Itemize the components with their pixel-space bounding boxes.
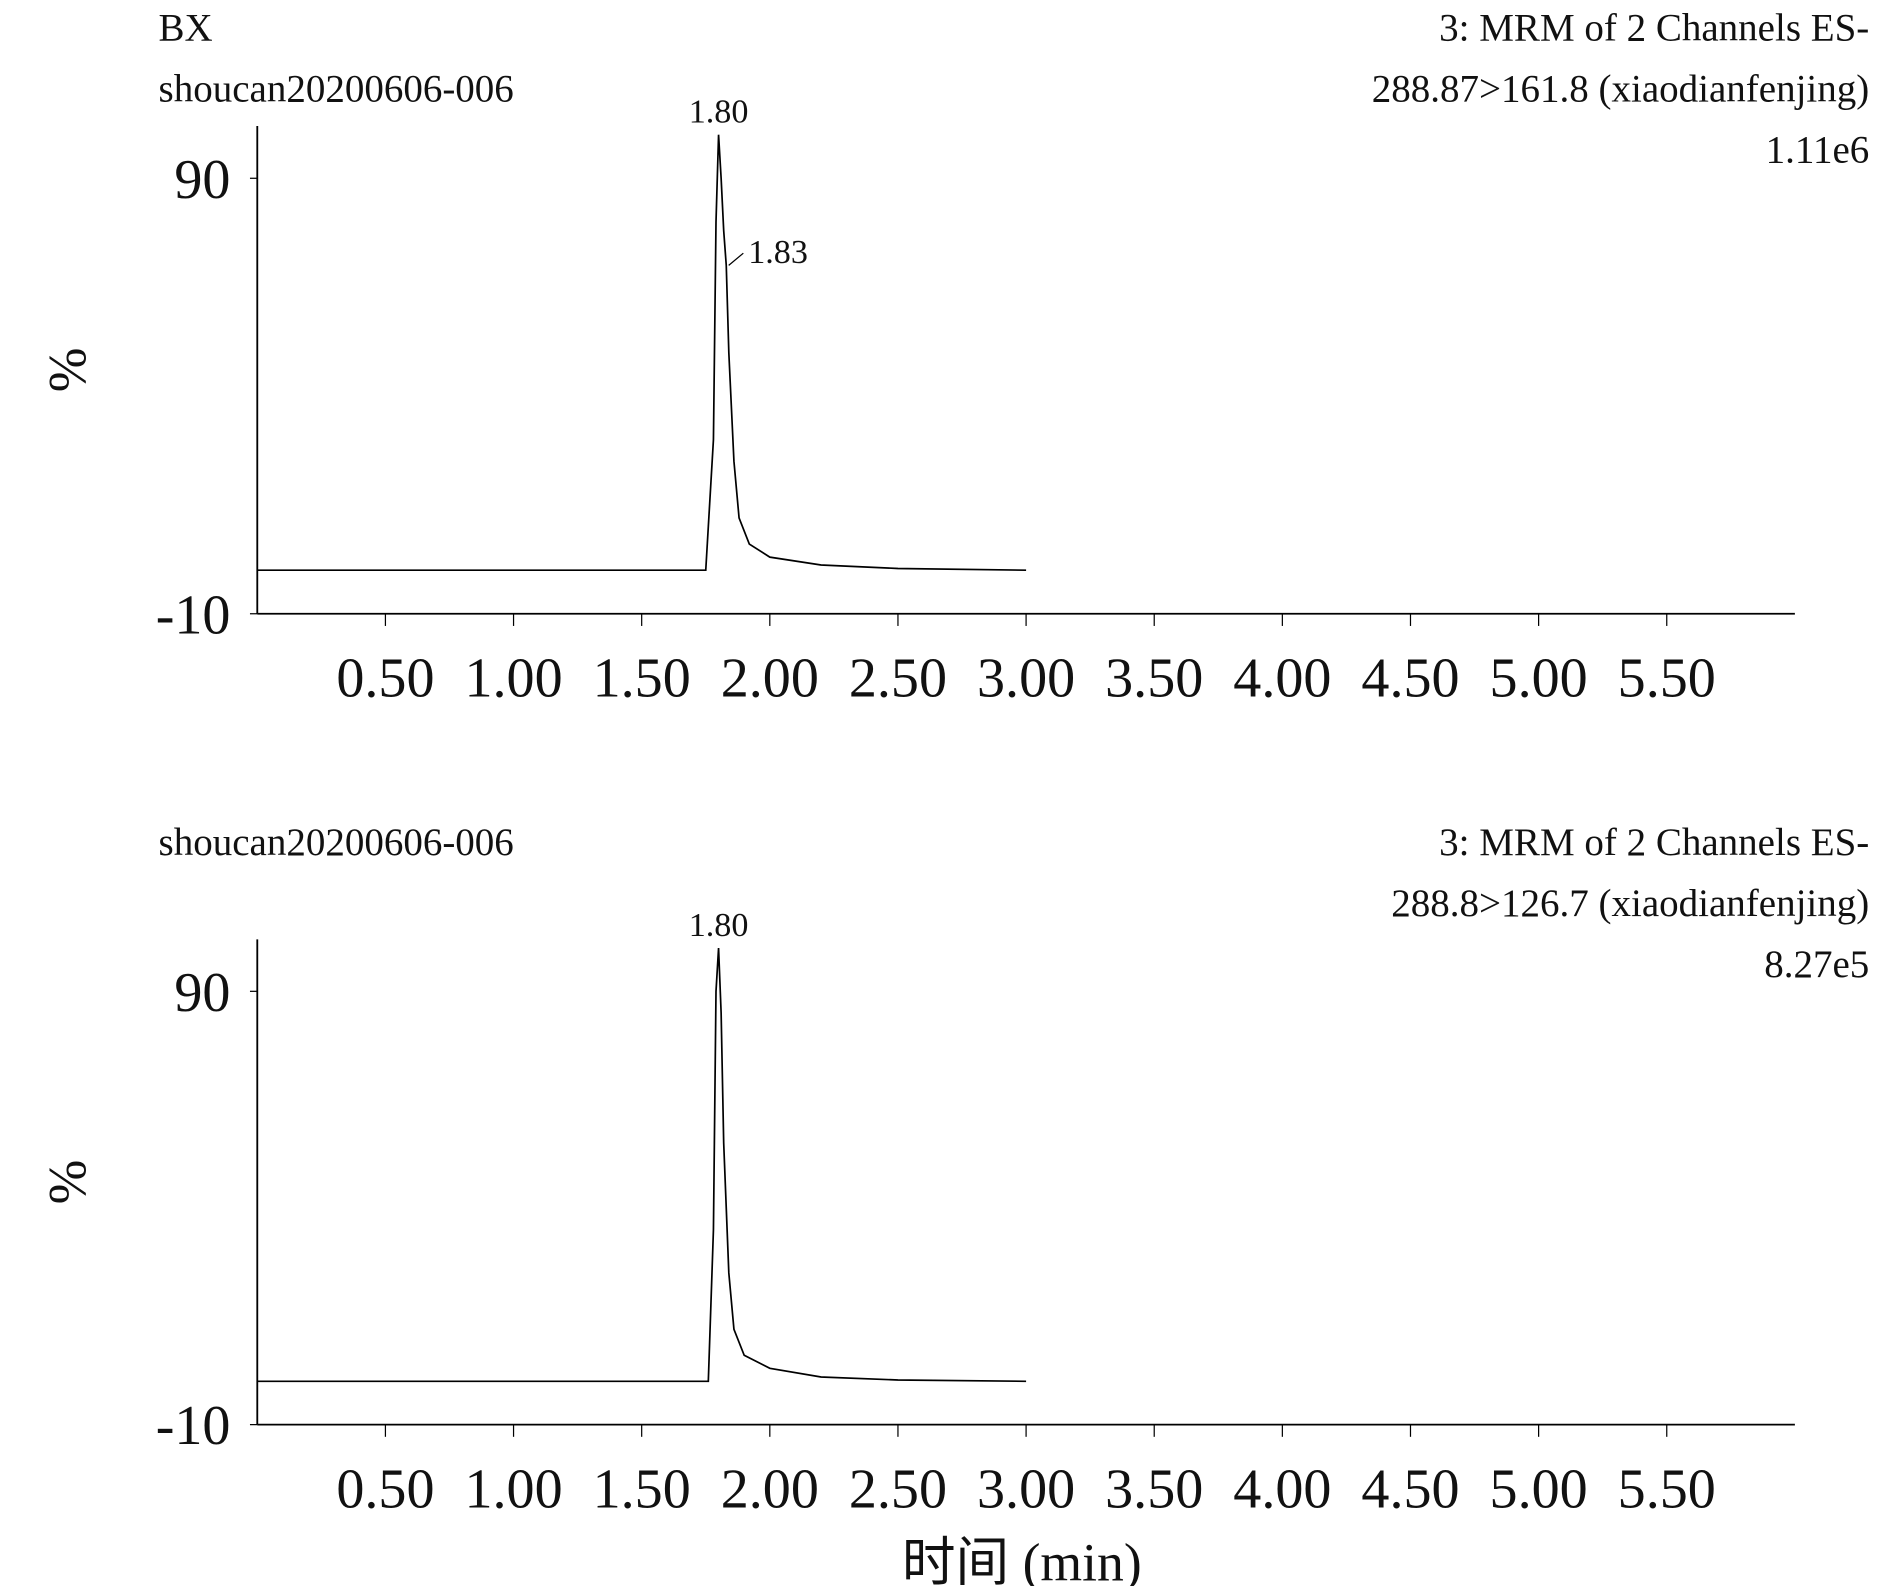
x-tick-label: 3.50: [1105, 1459, 1203, 1521]
peak-label: 1.80: [689, 907, 749, 944]
y-tick-label: -10: [156, 584, 231, 646]
y-tick-label: 90: [174, 962, 230, 1024]
y-axis-label: %: [37, 348, 97, 393]
x-tick-label: 2.50: [849, 1459, 947, 1521]
x-tick-label: 4.00: [1233, 648, 1331, 710]
sample-name: shoucan20200606-006: [159, 68, 514, 111]
header-line: 8.27e5: [1764, 943, 1869, 986]
x-tick-label: 1.50: [593, 1459, 691, 1521]
x-tick-label: 0.50: [336, 648, 434, 710]
x-tick-label: 4.50: [1361, 1459, 1459, 1521]
leader-line: [728, 252, 744, 266]
x-tick-label: 3.50: [1105, 648, 1203, 710]
x-tick-label: 5.50: [1618, 648, 1716, 710]
x-tick-label: 1.50: [593, 648, 691, 710]
y-tick-label: 90: [174, 149, 230, 211]
x-tick-label: 2.50: [849, 648, 947, 710]
trace: [257, 947, 1027, 1383]
x-tick-label: 5.00: [1490, 1459, 1588, 1521]
header-line: 288.8>126.7 (xiaodianfenjing): [1391, 882, 1869, 925]
y-axis-label: %: [37, 1160, 97, 1205]
x-axis-label: 时间 (min): [902, 1533, 1142, 1586]
header-line: 3: MRM of 2 Channels ES-: [1439, 821, 1869, 864]
y-tick-label: -10: [156, 1395, 231, 1457]
header-line: 288.87>161.8 (xiaodianfenjing): [1372, 68, 1869, 111]
x-tick-label: 5.00: [1490, 648, 1588, 710]
x-tick-label: 1.00: [464, 648, 562, 710]
x-tick-label: 2.00: [721, 648, 819, 710]
x-tick-label: 4.00: [1233, 1459, 1331, 1521]
x-tick-label: 1.00: [464, 1459, 562, 1521]
x-tick-label: 5.50: [1618, 1459, 1716, 1521]
peak-label: 1.80: [689, 94, 749, 131]
x-tick-label: 2.00: [721, 1459, 819, 1521]
title: BX: [159, 7, 213, 50]
trace: [257, 134, 1027, 572]
peak-label: 1.83: [748, 234, 808, 271]
header-line: 1.11e6: [1766, 129, 1870, 172]
header-line: 3: MRM of 2 Channels ES-: [1439, 7, 1869, 50]
x-tick-label: 3.00: [977, 648, 1075, 710]
x-tick-label: 0.50: [336, 1459, 434, 1521]
x-tick-label: 4.50: [1361, 648, 1459, 710]
sample-name: shoucan20200606-006: [159, 821, 514, 864]
x-tick-label: 3.00: [977, 1459, 1075, 1521]
